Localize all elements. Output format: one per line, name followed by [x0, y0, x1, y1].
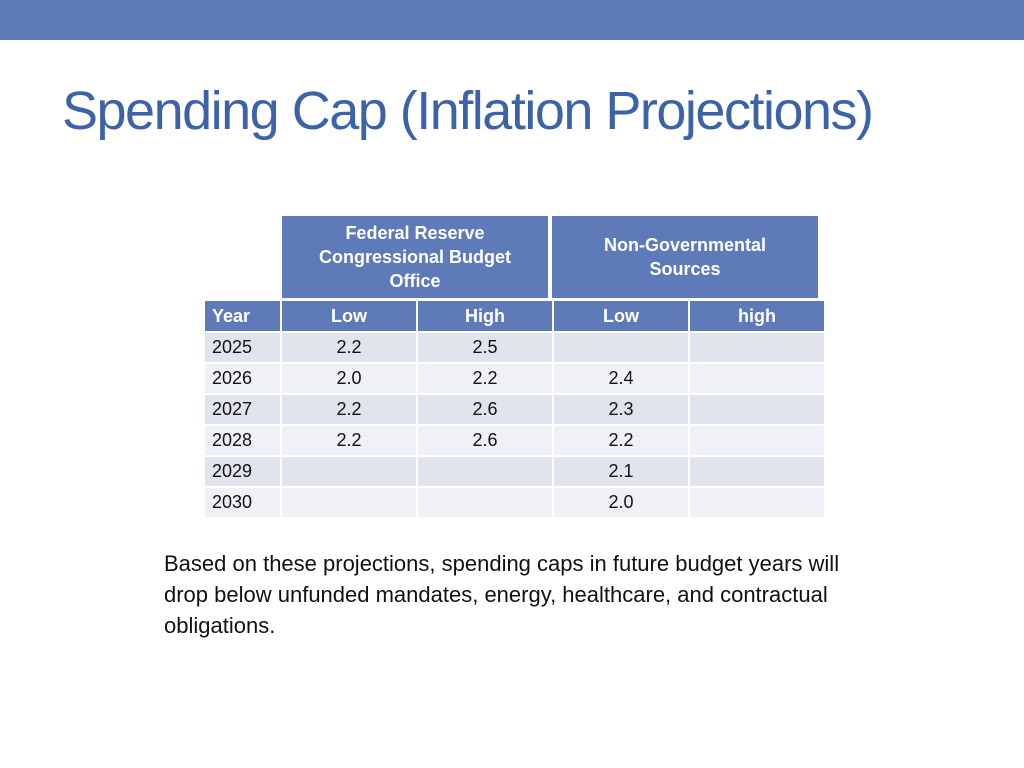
- header-fed-line-1: Federal Reserve: [345, 223, 485, 243]
- ngo-high-cell: [690, 395, 824, 424]
- ngo-low-cell: 2.0: [554, 488, 688, 517]
- ngo-low-cell: 2.2: [554, 426, 688, 455]
- table-row: 2025 2.2 2.5: [205, 333, 824, 362]
- fed-low-cell: 2.2: [282, 333, 416, 362]
- ngo-high-cell: [690, 426, 824, 455]
- header-fed-line-2: Congressional Budget: [318, 247, 511, 267]
- table-row: 2029 2.1: [205, 457, 824, 486]
- table-row: 2028 2.2 2.6 2.2: [205, 426, 824, 455]
- fed-high-cell: 2.5: [418, 333, 552, 362]
- ngo-low-cell: 2.3: [554, 395, 688, 424]
- fed-low-cell: 2.2: [282, 426, 416, 455]
- ngo-low-cell: 2.1: [554, 457, 688, 486]
- header-fed-line-3: Office: [389, 271, 441, 291]
- ngo-low-cell: 2.4: [554, 364, 688, 393]
- fed-high-cell: 2.2: [418, 364, 552, 393]
- year-cell: 2030: [205, 488, 280, 517]
- top-accent-bar: [0, 0, 1024, 40]
- table-row: 2030 2.0: [205, 488, 824, 517]
- column-header-fed-high: High: [418, 301, 552, 331]
- fed-high-cell: [418, 488, 552, 517]
- header-non-governmental: Non-Governmental Sources: [552, 216, 818, 298]
- fed-high-cell: [418, 457, 552, 486]
- year-cell: 2026: [205, 364, 280, 393]
- year-cell: 2029: [205, 457, 280, 486]
- projections-table: Year Low High Low high 2025 2.2 2.5 2026…: [203, 299, 826, 519]
- fed-low-cell: 2.0: [282, 364, 416, 393]
- ngo-high-cell: [690, 488, 824, 517]
- fed-low-cell: [282, 488, 416, 517]
- fed-low-cell: [282, 457, 416, 486]
- column-header-year: Year: [205, 301, 280, 331]
- header-ngo-line-1: Non-Governmental: [603, 235, 767, 255]
- slide-title: Spending Cap (Inflation Projections): [62, 81, 874, 141]
- table-row: 2027 2.2 2.6 2.3: [205, 395, 824, 424]
- column-header-ngo-low: Low: [554, 301, 688, 331]
- ngo-high-cell: [690, 457, 824, 486]
- year-cell: 2025: [205, 333, 280, 362]
- fed-high-cell: 2.6: [418, 426, 552, 455]
- ngo-high-cell: [690, 364, 824, 393]
- year-cell: 2028: [205, 426, 280, 455]
- table-header-row: Year Low High Low high: [205, 301, 824, 331]
- header-ngo-line-2: Sources: [649, 259, 721, 279]
- fed-low-cell: 2.2: [282, 395, 416, 424]
- ngo-high-cell: [690, 333, 824, 362]
- projection-note: Based on these projections, spending cap…: [164, 551, 840, 638]
- fed-high-cell: 2.6: [418, 395, 552, 424]
- column-header-fed-low: Low: [282, 301, 416, 331]
- column-header-ngo-high: high: [690, 301, 824, 331]
- header-federal-reserve-cbo: Federal Reserve Congressional Budget Off…: [282, 216, 548, 298]
- ngo-low-cell: [554, 333, 688, 362]
- table-row: 2026 2.0 2.2 2.4: [205, 364, 824, 393]
- year-cell: 2027: [205, 395, 280, 424]
